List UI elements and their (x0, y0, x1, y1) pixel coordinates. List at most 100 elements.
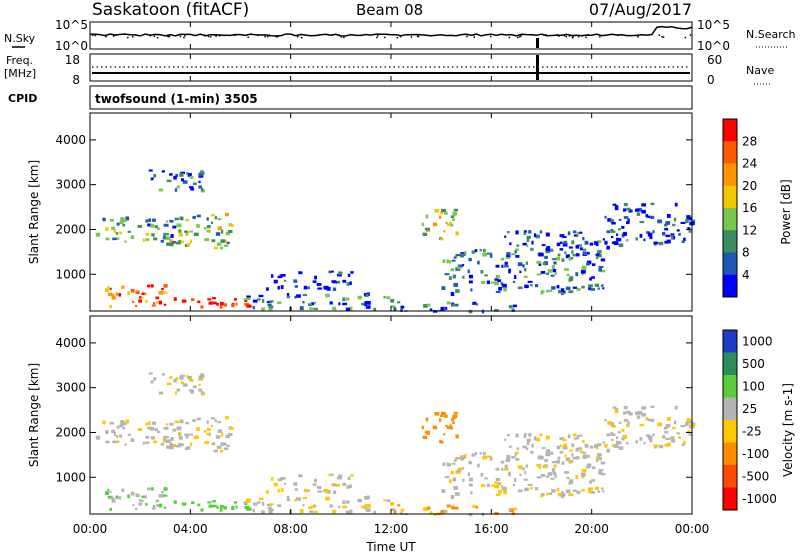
power-cell (559, 234, 565, 238)
power-cell (445, 306, 448, 310)
velocity-cell (497, 482, 501, 486)
power-cell (349, 306, 353, 311)
velocity-cell (564, 471, 569, 474)
velocity-cell (572, 433, 577, 437)
velocity-cell (147, 426, 151, 430)
velocity-cell (145, 422, 149, 426)
power-cell (578, 231, 583, 234)
velocity-cell (317, 490, 323, 493)
power-cell (571, 240, 575, 245)
velocity-cell (511, 456, 516, 459)
power-cell (468, 257, 472, 262)
power-cell (151, 304, 156, 307)
velocity-cell (450, 495, 455, 499)
power-cell (623, 216, 629, 219)
power-cell (495, 264, 500, 268)
power-cell (540, 292, 544, 295)
noise-search-dot (275, 36, 277, 38)
power-cell (468, 280, 473, 284)
velocity-cell (460, 456, 466, 459)
power-cell (130, 235, 135, 239)
power-cell (350, 271, 354, 274)
velocity-cell (197, 503, 201, 507)
power-cell (452, 303, 456, 307)
power-cell (524, 268, 527, 272)
velocity-cell (163, 487, 168, 491)
power-cell (688, 230, 692, 233)
power-cell (342, 297, 346, 302)
power-cell (127, 230, 131, 233)
velocity-cell (626, 424, 630, 428)
power-cell (361, 302, 365, 306)
power-cell (111, 226, 115, 231)
power-cell (550, 274, 555, 277)
velocity-cell (172, 428, 177, 432)
velocity-cell (540, 493, 545, 497)
velocity-cell (561, 461, 565, 465)
power-cell (165, 236, 171, 240)
velocity-cell (475, 506, 479, 509)
velocity-cell (618, 421, 622, 424)
velocity-cell (299, 509, 304, 514)
velocity-cell (626, 410, 631, 414)
velocity-cell (212, 504, 217, 508)
noise-search-dot (218, 35, 221, 37)
power-cell (135, 290, 140, 294)
power-cell (444, 211, 448, 215)
power-cell (610, 230, 616, 233)
velocity-cell (491, 484, 496, 487)
power-cell (342, 302, 348, 306)
power-cell (156, 301, 160, 304)
x-tick-label: 20:00 (574, 522, 609, 536)
power-cell (497, 279, 501, 283)
velocity-cell (216, 505, 219, 509)
power-cell (180, 240, 184, 244)
velocity-cell (154, 428, 158, 432)
velocity-cell (540, 495, 544, 498)
power-cell (525, 244, 529, 248)
power-cell (286, 292, 290, 296)
power-cell (176, 223, 182, 228)
power-cell (423, 304, 428, 308)
velocity-cell (349, 484, 352, 489)
power-cell (111, 295, 116, 300)
power-cell (107, 285, 110, 288)
power-cell (504, 235, 507, 238)
velocity-cell (666, 442, 671, 447)
velocity-cell (494, 484, 499, 489)
velocity-cell (191, 501, 195, 505)
velocity-cell (223, 442, 227, 446)
velocity-cell (665, 437, 671, 441)
velocity-cell (556, 488, 560, 492)
velocity-cell (483, 451, 486, 456)
power-cell (169, 242, 174, 247)
velocity-cell (204, 441, 210, 445)
velocity-cell (434, 411, 440, 416)
power-cell (283, 279, 287, 282)
velocity-cell (569, 479, 574, 482)
velocity-cell (443, 433, 446, 436)
colorbar-swatch (723, 230, 737, 253)
power-cell (556, 242, 561, 247)
noise-search-dot (684, 36, 687, 39)
velocity-cell (176, 426, 182, 431)
power-cell (602, 287, 605, 290)
noise-sky-line (89, 25, 693, 37)
power-cell (137, 224, 142, 228)
velocity-cell (116, 440, 120, 443)
power-cell (600, 269, 606, 273)
velocity-cell (556, 459, 561, 464)
velocity-cell (109, 496, 115, 500)
velocity-cell (665, 424, 671, 428)
velocity-cell (332, 490, 337, 495)
power-cell (564, 268, 569, 271)
power-cell (453, 282, 459, 287)
velocity-cell (151, 436, 155, 440)
velocity-cell (551, 467, 555, 472)
freq-left-tick-bottom: 8 (72, 73, 80, 87)
velocity-cell (630, 412, 633, 416)
power-cell (118, 231, 123, 235)
power-cell (252, 305, 255, 310)
velocity-cell (578, 434, 583, 437)
